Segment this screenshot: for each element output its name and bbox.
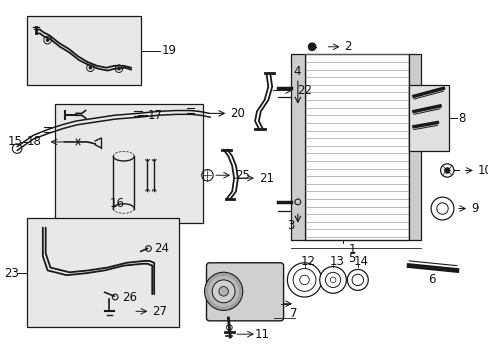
Text: 5: 5	[347, 252, 355, 265]
Bar	[408, 54, 420, 240]
Text: 25: 25	[235, 169, 249, 182]
Text: 9: 9	[470, 202, 478, 215]
Circle shape	[46, 39, 49, 41]
Circle shape	[319, 267, 346, 293]
Text: 21: 21	[258, 172, 273, 185]
Circle shape	[117, 67, 120, 70]
Circle shape	[444, 168, 449, 173]
Text: 2: 2	[344, 40, 351, 53]
Text: 20: 20	[230, 107, 244, 120]
Text: 13: 13	[328, 255, 344, 268]
Bar	[55, 104, 203, 223]
Circle shape	[308, 43, 315, 51]
Bar	[290, 54, 304, 240]
Text: 27: 27	[152, 305, 167, 318]
Text: 12: 12	[300, 255, 315, 268]
Bar	[304, 54, 408, 240]
Text: 8: 8	[458, 112, 465, 125]
Bar	[408, 85, 448, 152]
Text: 19: 19	[162, 44, 177, 57]
Circle shape	[346, 269, 367, 291]
Text: 24: 24	[154, 242, 169, 255]
Text: 16: 16	[109, 197, 124, 210]
Text: 10: 10	[477, 164, 488, 177]
Text: 23: 23	[4, 267, 19, 280]
Text: 26: 26	[122, 291, 137, 303]
Text: 3: 3	[287, 219, 294, 232]
Text: 11: 11	[255, 328, 269, 341]
Text: 15: 15	[8, 135, 22, 148]
Text: 4: 4	[292, 65, 300, 78]
Circle shape	[212, 280, 235, 303]
Circle shape	[89, 66, 92, 69]
Circle shape	[287, 263, 321, 297]
Text: 7: 7	[290, 307, 297, 320]
Text: 18: 18	[26, 135, 41, 148]
Circle shape	[219, 287, 228, 296]
Circle shape	[204, 272, 242, 310]
Text: 22: 22	[296, 84, 311, 97]
Text: 6: 6	[427, 273, 435, 287]
Bar	[26, 218, 179, 328]
Text: 1: 1	[347, 243, 355, 256]
FancyBboxPatch shape	[206, 263, 283, 321]
Text: 17: 17	[147, 109, 162, 122]
Bar	[26, 16, 141, 85]
Text: 14: 14	[353, 255, 368, 268]
